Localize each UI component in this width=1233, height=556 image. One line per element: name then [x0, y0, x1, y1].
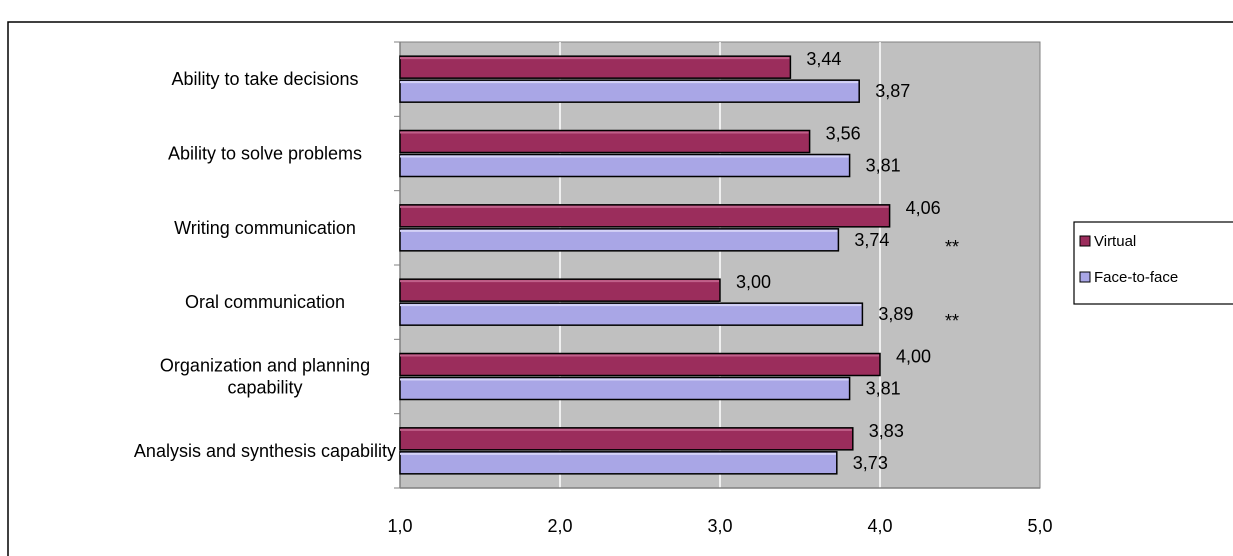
bar-virtual — [399, 352, 881, 377]
data-label: 3,83 — [869, 421, 904, 441]
legend: Virtual Face-to-face — [1073, 221, 1233, 305]
category-label: Writing communication — [174, 218, 356, 238]
category-label: Ability to solve problems — [168, 144, 362, 164]
data-label: 4,06 — [906, 198, 941, 218]
bar-face-to-face — [399, 302, 864, 326]
legend-label: Virtual — [1094, 233, 1136, 250]
category-label: capability — [227, 378, 302, 398]
x-tick-label: 2,0 — [547, 516, 572, 536]
significance-marker: ** — [945, 237, 959, 257]
data-label: 3,73 — [853, 453, 888, 473]
data-label: 3,87 — [875, 81, 910, 101]
x-tick-label: 5,0 — [1027, 516, 1052, 536]
x-tick-label: 3,0 — [707, 516, 732, 536]
data-label: 4,00 — [896, 347, 931, 367]
bar-virtual — [399, 55, 792, 79]
bar-face-to-face — [399, 451, 838, 475]
data-label: 3,81 — [866, 156, 901, 176]
bar-face-to-face — [399, 228, 840, 252]
plot-area: 1,0 2,0 3,0 4,0 5,0 Ability to take decisions… — [134, 41, 1053, 536]
legend-box — [1073, 221, 1233, 305]
x-tick-label: 4,0 — [867, 516, 892, 536]
bar-virtual — [399, 427, 854, 451]
data-label: 3,44 — [806, 49, 841, 69]
category-label: Ability to take decisions — [171, 69, 358, 89]
bar-virtual — [399, 204, 891, 228]
x-tick-label: 1,0 — [387, 516, 412, 536]
data-label: 3,89 — [878, 304, 913, 324]
data-label: 3,74 — [854, 230, 889, 250]
bar-virtual — [399, 278, 721, 302]
bar-face-to-face — [399, 376, 851, 401]
category-label: Oral communication — [185, 292, 345, 312]
data-label: 3,00 — [736, 272, 771, 292]
category-label: Organization and planning — [160, 356, 370, 376]
data-label: 3,56 — [826, 124, 861, 144]
significance-marker: ** — [945, 311, 959, 331]
legend-swatch — [1079, 235, 1091, 247]
legend-label: Face-to-face — [1094, 269, 1178, 286]
category-label: Analysis and synthesis capability — [134, 441, 396, 461]
bar-face-to-face — [399, 79, 860, 103]
data-label: 3,81 — [866, 379, 901, 399]
bar-virtual — [399, 129, 811, 154]
legend-swatch — [1079, 271, 1091, 283]
bar-face-to-face — [399, 153, 851, 178]
